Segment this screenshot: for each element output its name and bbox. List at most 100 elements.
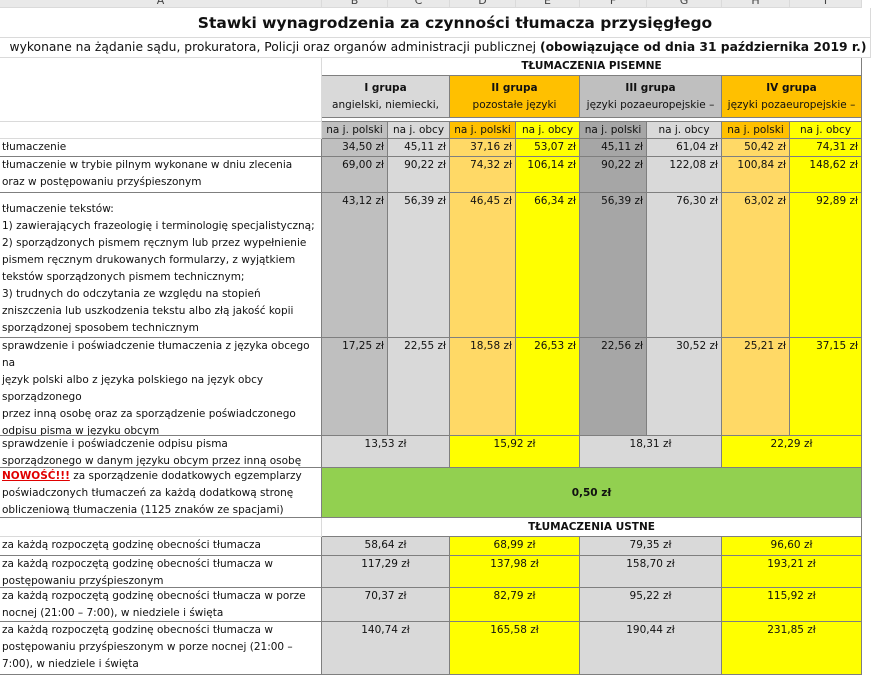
price: 50,42 zł (722, 139, 790, 157)
label-line: pismem ręcznym drukowanych formularzy, z… (0, 252, 321, 269)
price: 117,29 zł (322, 556, 450, 588)
label-text: przez inną osobę oraz za sporządzenie po… (2, 408, 296, 420)
label-line: 7:00), w niedziele i święta (0, 656, 321, 673)
group-name: III grupa (625, 82, 676, 94)
blank (0, 58, 322, 122)
subtitle-text: wykonane na żądanie sądu, prokuratora, P… (9, 40, 540, 54)
price: 96,60 zł (722, 537, 862, 556)
label-line: nocnej (21:00 – 7:00), w niedziele i świ… (0, 605, 321, 621)
label-text: 1) zawierających frazeologię i terminolo… (2, 220, 315, 232)
label-line: przez inną osobę oraz za sporządzenie po… (0, 406, 321, 423)
sub-header: na j. polski (580, 122, 647, 139)
label-line: poświadczonych tłumaczeń za każdą dodatk… (0, 485, 321, 502)
price: 37,15 zł (790, 338, 862, 436)
column-header: B (322, 0, 388, 8)
price: 82,79 zł (450, 588, 580, 622)
group-header: III grupa języki pozaeuropejskie – (580, 76, 722, 118)
price: 140,74 zł (322, 622, 450, 675)
row-label: za każdą rozpoczętą godzinę obecności tł… (0, 622, 322, 675)
group-name: I grupa (364, 82, 407, 94)
blank-row (322, 118, 862, 122)
label-text: nocnej (21:00 – 7:00), w niedziele i świ… (2, 607, 224, 619)
blank (0, 122, 322, 139)
sub-header: na j. obcy (647, 122, 722, 139)
price: 95,22 zł (580, 588, 722, 622)
price: 13,53 zł (322, 436, 450, 468)
price: 190,44 zł (580, 622, 722, 675)
price: 74,32 zł (450, 157, 516, 193)
price: 137,98 zł (450, 556, 580, 588)
label-line: postępowaniu przyśpieszonym (0, 573, 321, 587)
label-line: 3) trudnych do odczytania ze względu na … (0, 286, 321, 303)
title: Stawki wynagrodzenia za czynności tłumac… (0, 8, 871, 38)
price: 90,22 zł (388, 157, 450, 193)
column-header: F (580, 0, 647, 8)
label-text: tekstów sporządzonych pismem technicznym… (2, 271, 245, 283)
price: 56,39 zł (580, 193, 647, 338)
label-line: zniszczenia lub uszkodzenia tekstu albo … (0, 303, 321, 320)
label-text: tłumaczenie tekstów: (2, 203, 114, 215)
column-header: D (450, 0, 516, 8)
sub-header: na j. obcy (516, 122, 580, 139)
price: 17,25 zł (322, 338, 388, 436)
price: 43,12 zł (322, 193, 388, 338)
price: 69,00 zł (322, 157, 388, 193)
price: 22,55 zł (388, 338, 450, 436)
price: 193,21 zł (722, 556, 862, 588)
label-text: za każdą rozpoczętą godzinę obecności tł… (2, 590, 306, 602)
row-label: sprawdzenie i poświadczenie odpisu pisma… (0, 436, 322, 468)
price: 92,89 zł (790, 193, 862, 338)
label-text: sprawdzenie i poświadczenie tłumaczenia … (2, 340, 310, 352)
price: 22,56 zł (580, 338, 647, 436)
price: 76,30 zł (647, 193, 722, 338)
group-header: I grupa angielski, niemiecki, (322, 76, 450, 118)
label-text: pismem ręcznym drukowanych formularzy, z… (2, 254, 296, 266)
label-text: 2) sporządzonych pismem ręcznym lub prze… (2, 237, 307, 249)
price: 37,16 zł (450, 139, 516, 157)
column-header: I (790, 0, 862, 8)
label-line: sprawdzenie i poświadczenie tłumaczenia … (0, 338, 321, 355)
label-text: tłumaczenie (2, 141, 67, 153)
group-name: II grupa (491, 82, 538, 94)
sub-header: na j. polski (322, 122, 388, 139)
column-header: G (647, 0, 722, 8)
row-label: NOWOŚĆ!!! za sporządzenie dodatkowych eg… (0, 468, 322, 518)
price: 122,08 zł (647, 157, 722, 193)
price: 90,22 zł (580, 157, 647, 193)
label-text: oraz w postępowaniu przyśpieszonym (2, 176, 202, 188)
sub-header: na j. obcy (790, 122, 862, 139)
price: 46,45 zł (450, 193, 516, 338)
price: 68,99 zł (450, 537, 580, 556)
label-text: zniszczenia lub uszkodzenia tekstu albo … (2, 305, 294, 317)
section-heading: TŁUMACZENIA PISEMNE (322, 58, 862, 76)
row-label: sprawdzenie i poświadczenie tłumaczenia … (0, 338, 322, 436)
label-text: poświadczonych tłumaczeń za każdą dodatk… (2, 487, 294, 499)
label-text: za każdą rozpoczętą godzinę obecności tł… (2, 539, 261, 551)
label-text: obliczeniową tłumaczenia (1125 znaków ze… (2, 504, 284, 516)
label-text: odpisu pisma w języku obcym (2, 425, 160, 436)
price: 0,50 zł (322, 468, 862, 518)
price: 115,92 zł (722, 588, 862, 622)
column-header: E (516, 0, 580, 8)
label-line: za każdą rozpoczętą godzinę obecności tł… (0, 556, 321, 573)
group-languages: pozostałe języki (472, 99, 557, 111)
price: 45,11 zł (388, 139, 450, 157)
row-label: za każdą rozpoczętą godzinę obecności tł… (0, 537, 322, 556)
price: 63,02 zł (722, 193, 790, 338)
group-languages: języki pozaeuropejskie – (727, 99, 856, 111)
subtitle: wykonane na żądanie sądu, prokuratora, P… (0, 38, 871, 58)
label-line: sporządzonego w danym języku obcym przez… (0, 453, 321, 467)
price: 15,92 zł (450, 436, 580, 468)
label-line: sporządzonego (0, 389, 321, 406)
label-line: język polski albo z języka polskiego na … (0, 372, 321, 389)
label-text: sporządzonego (2, 391, 82, 403)
price: 58,64 zł (322, 537, 450, 556)
label-text: 3) trudnych do odczytania ze względu na … (2, 288, 261, 300)
price: 26,53 zł (516, 338, 580, 436)
label-line: odpisu pisma w języku obcym (0, 423, 321, 436)
label-text: sporządzonej sposobem technicznym (2, 322, 199, 334)
label-line: 1) zawierających frazeologię i terminolo… (0, 218, 321, 235)
price: 53,07 zł (516, 139, 580, 157)
price: 30,52 zł (647, 338, 722, 436)
label-line: NOWOŚĆ!!! za sporządzenie dodatkowych eg… (0, 468, 321, 485)
